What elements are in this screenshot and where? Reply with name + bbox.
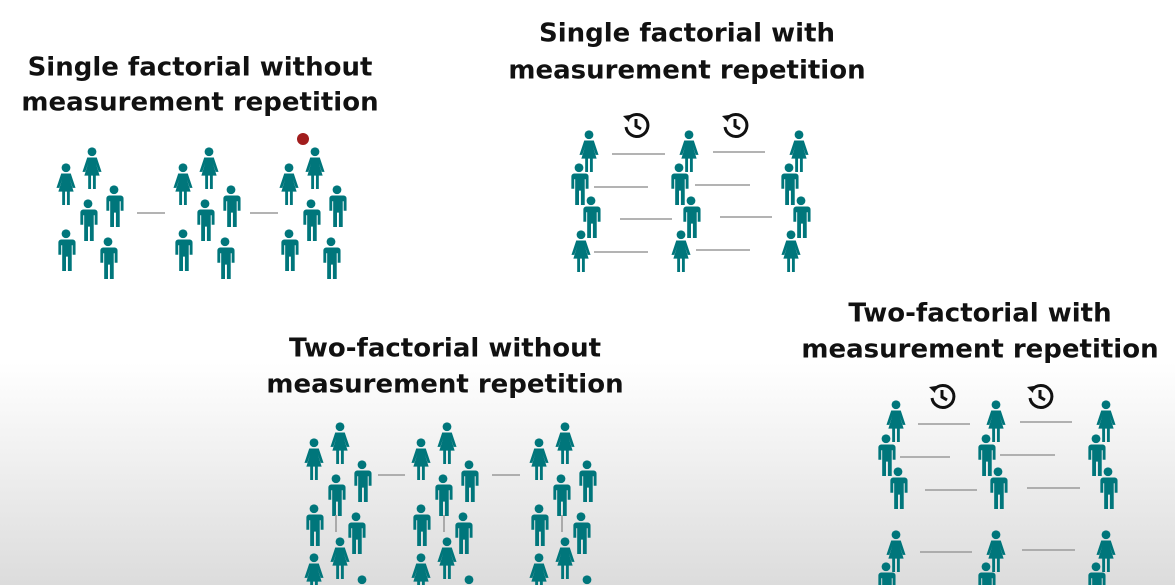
panel-title: Two-factorial with (848, 299, 1111, 329)
panel-title: measurement repetition (508, 56, 865, 86)
panel-title: measurement repetition (801, 335, 1158, 365)
panel-title: measurement repetition (21, 88, 378, 118)
cursor (297, 133, 309, 145)
panel-title: Two-factorial without (289, 334, 601, 364)
panel-title: Single factorial without (28, 53, 373, 83)
panel-title: Single factorial with (539, 19, 835, 49)
panel-title: measurement repetition (266, 370, 623, 400)
